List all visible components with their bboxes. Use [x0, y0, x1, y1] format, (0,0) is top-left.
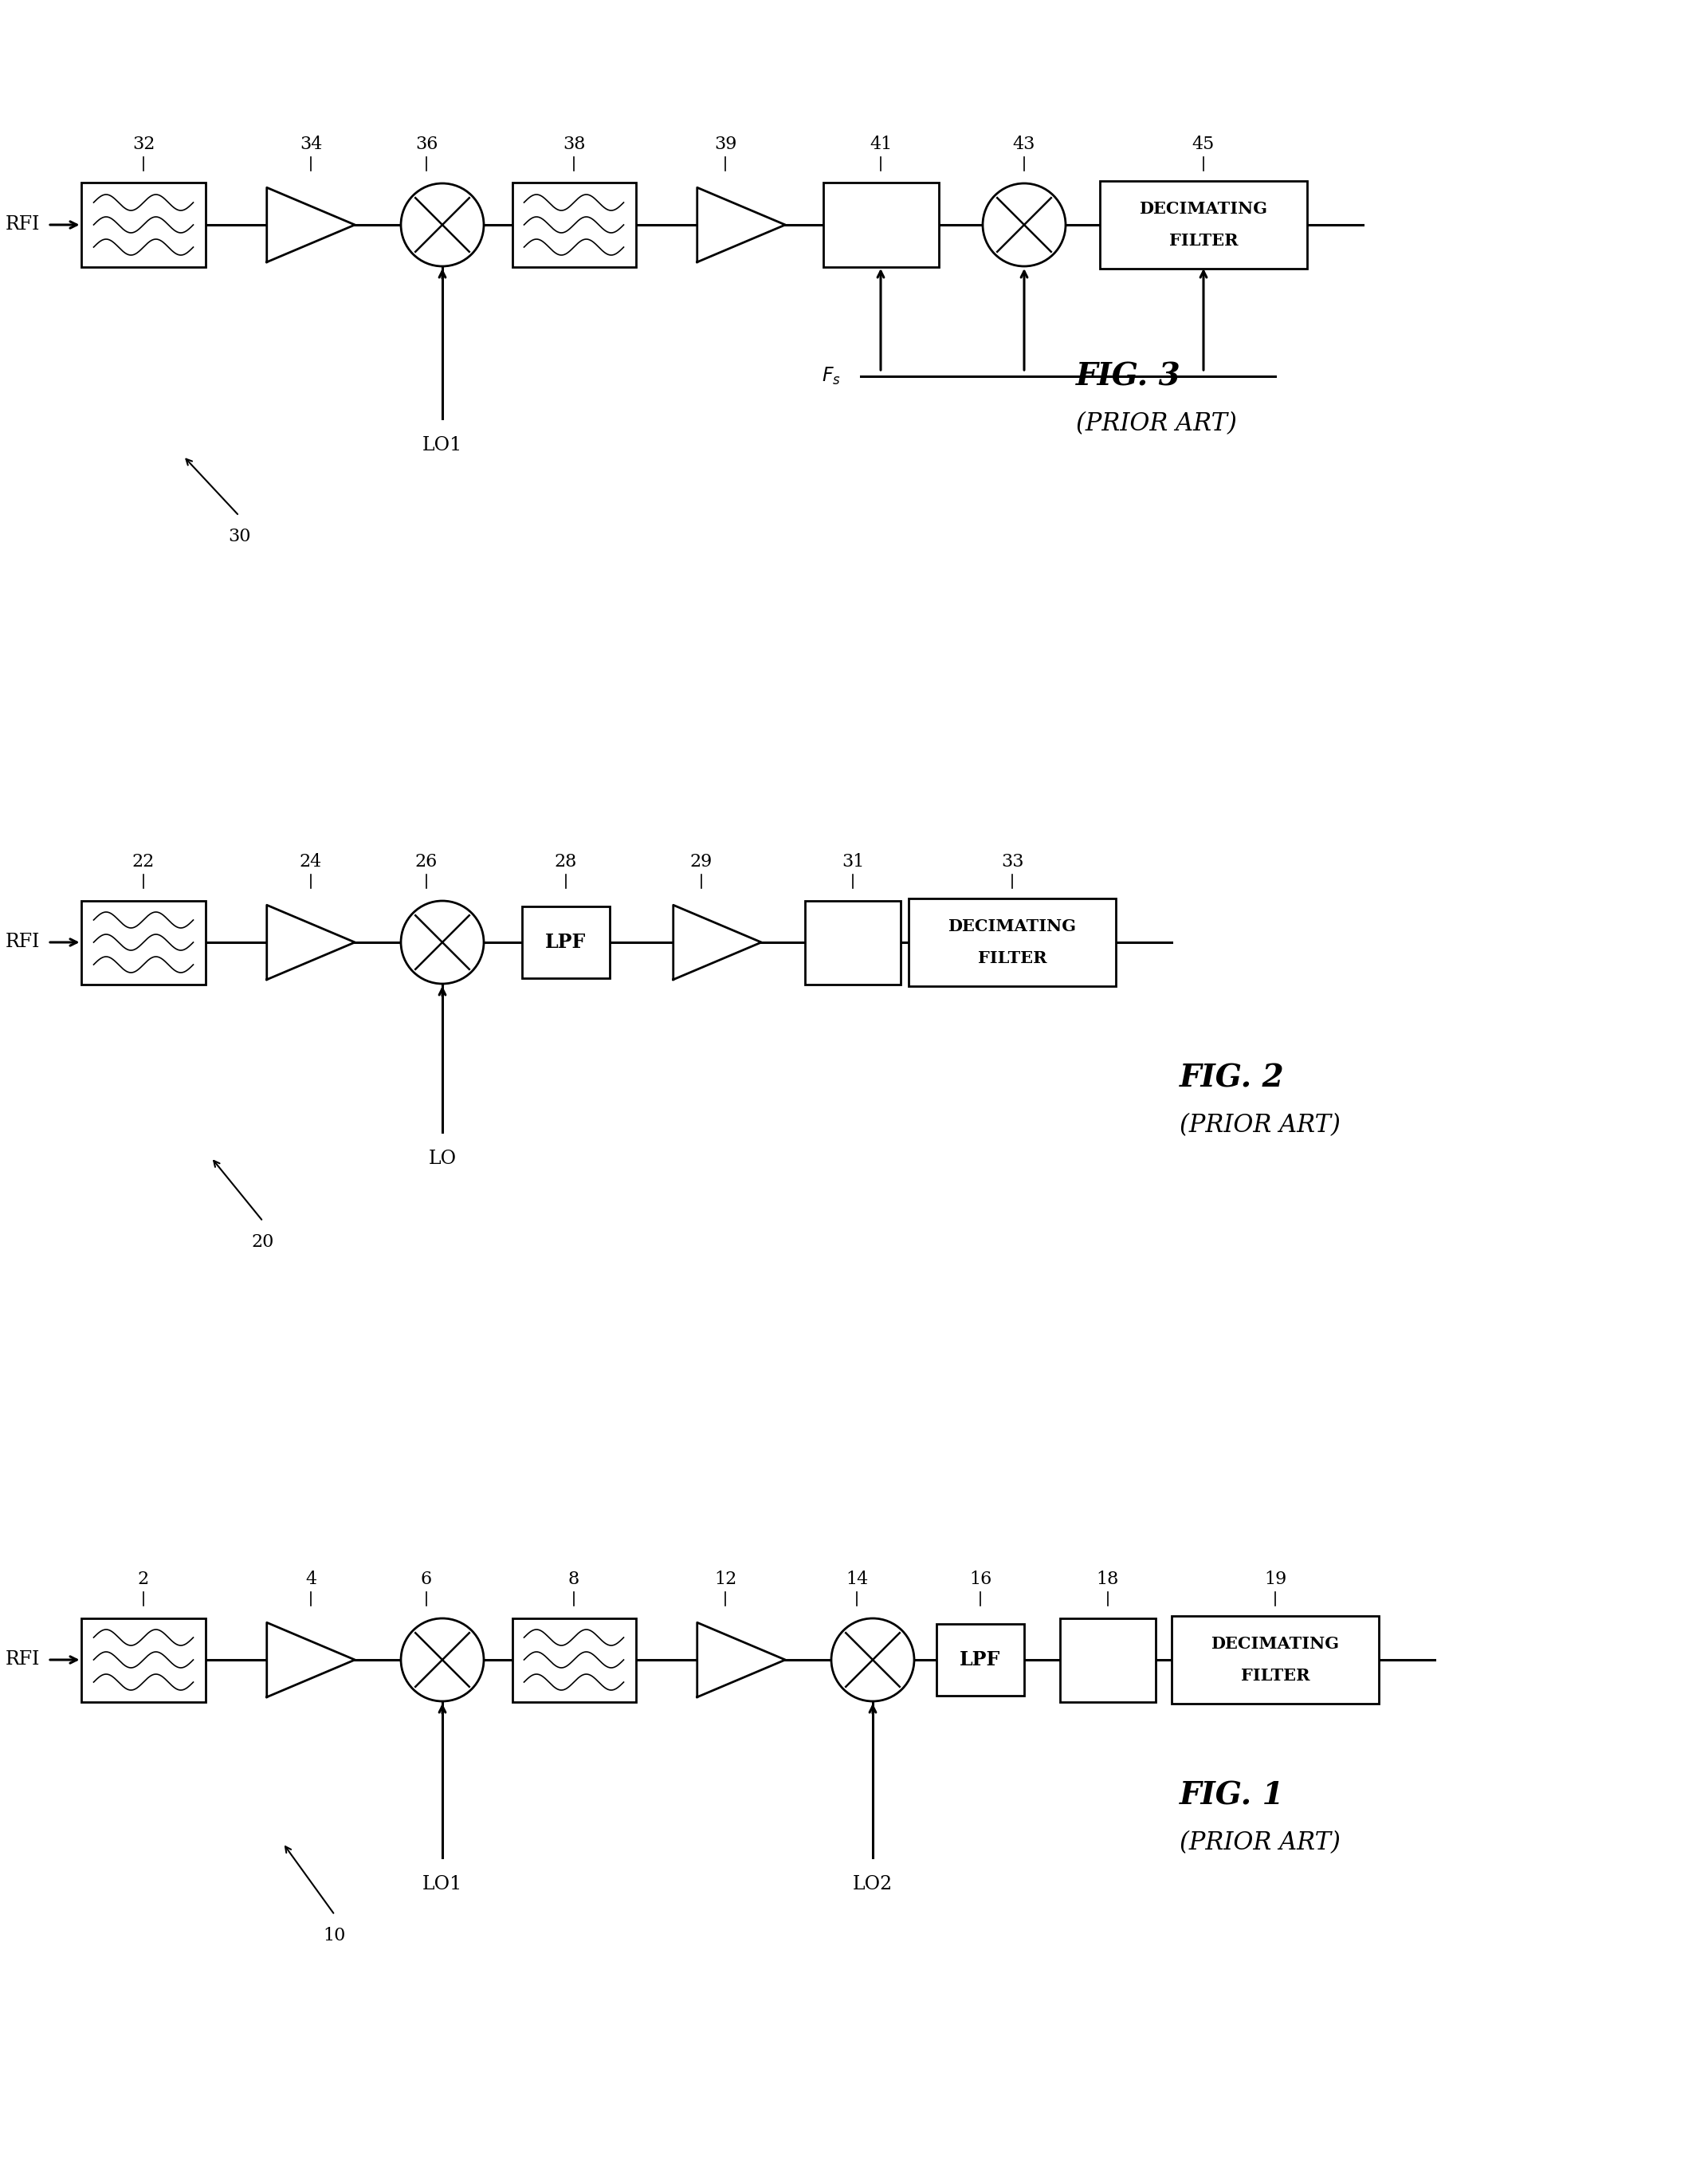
Text: LPF: LPF [545, 932, 586, 952]
Circle shape [401, 183, 483, 266]
Text: 19: 19 [1264, 1570, 1286, 1588]
Text: DECIMATING: DECIMATING [1211, 1636, 1339, 1651]
Text: DECIMATING: DECIMATING [948, 919, 1076, 934]
Text: 2: 2 [138, 1570, 149, 1588]
Polygon shape [697, 187, 786, 261]
Circle shape [401, 1618, 483, 1701]
Polygon shape [266, 187, 355, 261]
Bar [823, 183, 938, 266]
Text: (PRIOR ART): (PRIOR ART) [1180, 1113, 1341, 1139]
Text: 30: 30 [227, 527, 251, 544]
Text: RFI: RFI [5, 932, 39, 952]
Text: LO: LO [429, 1150, 456, 1167]
Text: 29: 29 [690, 854, 712, 871]
Text: 39: 39 [714, 135, 736, 152]
Text: 10: 10 [323, 1928, 347, 1945]
Polygon shape [673, 906, 762, 980]
Polygon shape [266, 1623, 355, 1697]
Text: 43: 43 [1013, 135, 1035, 152]
Bar [82, 1618, 205, 1701]
Text: 20: 20 [251, 1233, 275, 1250]
Text: 33: 33 [1001, 854, 1023, 871]
Text: 28: 28 [555, 854, 577, 871]
Text: FILTER: FILTER [977, 950, 1047, 967]
Bar [523, 906, 610, 978]
Bar [804, 900, 900, 984]
Text: LPF: LPF [960, 1651, 1001, 1668]
Text: 32: 32 [132, 135, 155, 152]
Text: 12: 12 [714, 1570, 736, 1588]
Bar [82, 183, 205, 266]
Text: FIG. 3: FIG. 3 [1076, 362, 1180, 392]
Text: LO2: LO2 [852, 1875, 893, 1893]
Text: FILTER: FILTER [1168, 233, 1238, 248]
Text: 18: 18 [1097, 1570, 1119, 1588]
Text: 38: 38 [562, 135, 586, 152]
Text: 41: 41 [869, 135, 892, 152]
Text: RFI: RFI [5, 216, 39, 233]
Text: 22: 22 [132, 854, 155, 871]
Text: 45: 45 [1192, 135, 1214, 152]
Text: 31: 31 [842, 854, 864, 871]
Bar [512, 183, 635, 266]
Text: LO1: LO1 [422, 1875, 463, 1893]
Text: 14: 14 [845, 1570, 868, 1588]
Text: 26: 26 [415, 854, 437, 871]
Text: 8: 8 [569, 1570, 579, 1588]
Circle shape [401, 902, 483, 984]
Text: 36: 36 [415, 135, 437, 152]
Bar [512, 1618, 635, 1701]
Bar [936, 1625, 1025, 1697]
Bar [1100, 181, 1307, 268]
Polygon shape [697, 1623, 786, 1697]
Bar [1061, 1618, 1156, 1701]
Bar [1172, 1616, 1378, 1703]
Text: FIG. 2: FIG. 2 [1180, 1063, 1284, 1093]
Text: 4: 4 [306, 1570, 316, 1588]
Text: (PRIOR ART): (PRIOR ART) [1076, 412, 1237, 436]
Text: 34: 34 [299, 135, 323, 152]
Polygon shape [266, 906, 355, 980]
Text: (PRIOR ART): (PRIOR ART) [1180, 1832, 1341, 1856]
Bar [82, 900, 205, 984]
Text: $F_s$: $F_s$ [822, 366, 840, 388]
Text: FIG. 1: FIG. 1 [1180, 1779, 1284, 1810]
Circle shape [832, 1618, 914, 1701]
Text: 24: 24 [299, 854, 323, 871]
Bar [909, 900, 1115, 987]
Text: DECIMATING: DECIMATING [1139, 200, 1267, 218]
Text: RFI: RFI [5, 1651, 39, 1668]
Text: LO1: LO1 [422, 436, 463, 455]
Text: 6: 6 [420, 1570, 432, 1588]
Text: FILTER: FILTER [1240, 1668, 1310, 1684]
Circle shape [982, 183, 1066, 266]
Text: 16: 16 [968, 1570, 992, 1588]
